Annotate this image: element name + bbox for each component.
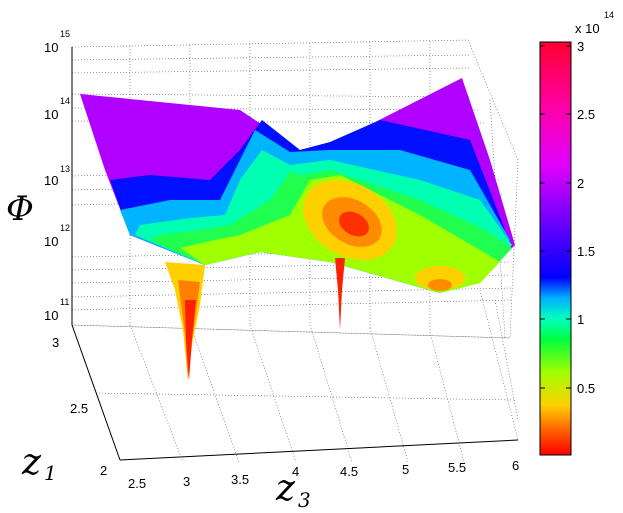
z-axis: 10 11 10 12 10 13 10 14 10 15 Φ bbox=[6, 29, 73, 325]
z-tick-15: 10 15 bbox=[44, 29, 70, 55]
x-tick-6: 6 bbox=[512, 458, 519, 473]
svg-text:x 10: x 10 bbox=[575, 21, 600, 36]
svg-text:10: 10 bbox=[44, 173, 58, 188]
colorbar-tick-1: 1 bbox=[577, 312, 584, 327]
z-tick-14: 10 14 bbox=[44, 96, 70, 122]
colorbar-gradient bbox=[539, 41, 572, 456]
svg-text:10: 10 bbox=[44, 40, 58, 55]
z-tick-13: 10 13 bbox=[44, 164, 70, 188]
colorbar-tick-1.5: 1.5 bbox=[577, 244, 595, 259]
y-axis-label: z 1 bbox=[21, 442, 57, 485]
svg-text:15: 15 bbox=[60, 29, 70, 39]
x-tick-3: 3 bbox=[183, 474, 190, 489]
svg-text:1: 1 bbox=[44, 461, 57, 485]
x-axis-label: z 3 bbox=[275, 468, 311, 512]
svg-text:z: z bbox=[21, 442, 42, 483]
svg-text:10: 10 bbox=[44, 308, 58, 323]
svg-text:14: 14 bbox=[60, 96, 70, 106]
svg-text:3: 3 bbox=[298, 488, 311, 512]
surface bbox=[80, 78, 515, 380]
svg-text:11: 11 bbox=[60, 297, 69, 307]
y-tick-3: 3 bbox=[52, 335, 59, 350]
x-tick-5: 5 bbox=[402, 462, 409, 477]
x-tick-3.5: 3.5 bbox=[231, 472, 249, 487]
svg-text:z: z bbox=[275, 468, 296, 509]
z-tick-12: 10 12 bbox=[44, 223, 70, 249]
y-tick-2: 2 bbox=[100, 463, 107, 478]
x-tick-4: 4 bbox=[292, 464, 299, 479]
svg-text:10: 10 bbox=[44, 107, 58, 122]
colorbar-multiplier: x 10 14 bbox=[575, 10, 614, 36]
svg-text:14: 14 bbox=[604, 10, 614, 20]
x-tick-2.5: 2.5 bbox=[128, 476, 146, 491]
colorbar-tick-2.5: 2.5 bbox=[577, 107, 595, 122]
colorbar-tick-0.5: 0.5 bbox=[577, 381, 595, 396]
z-axis-label: Φ bbox=[6, 189, 34, 229]
y-axis: 3 2.5 2 z 1 bbox=[21, 324, 121, 485]
colorbar-tick-2: 2 bbox=[577, 176, 584, 191]
colorbar-tick-3: 3 bbox=[577, 39, 584, 54]
svg-text:12: 12 bbox=[60, 223, 70, 233]
x-axis: 2.5 3 3.5 4 4.5 5 5.5 6 z 3 bbox=[119, 439, 519, 512]
x-tick-4.5: 4.5 bbox=[340, 464, 358, 479]
floor-grid bbox=[71, 289, 519, 463]
colorbar: x 10 14 3 2.5 2 1.5 1 0.5 bbox=[539, 10, 614, 456]
svg-text:10: 10 bbox=[44, 234, 58, 249]
svg-text:13: 13 bbox=[60, 164, 70, 174]
y-tick-2.5: 2.5 bbox=[70, 401, 88, 416]
z-tick-11: 10 11 bbox=[44, 297, 69, 323]
x-tick-5.5: 5.5 bbox=[448, 460, 466, 475]
